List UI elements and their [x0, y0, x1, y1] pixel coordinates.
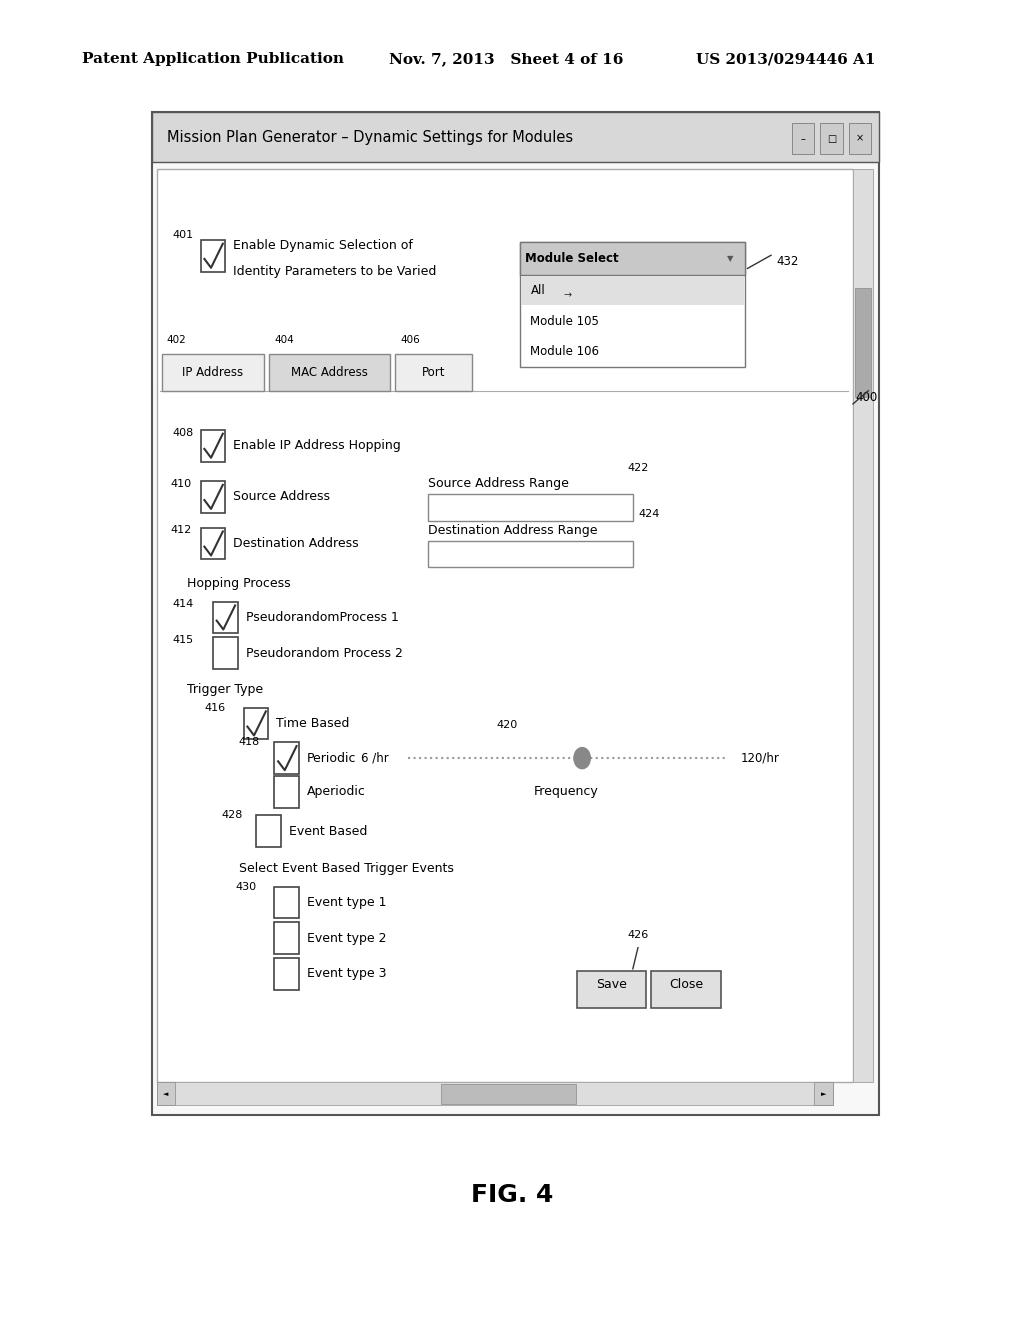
Text: ×: ×: [856, 133, 864, 144]
Text: Port: Port: [422, 366, 445, 379]
FancyBboxPatch shape: [152, 112, 879, 162]
FancyBboxPatch shape: [213, 638, 238, 669]
FancyBboxPatch shape: [849, 123, 871, 154]
FancyBboxPatch shape: [440, 1084, 575, 1104]
FancyBboxPatch shape: [244, 708, 268, 739]
Text: 402: 402: [167, 335, 186, 345]
FancyBboxPatch shape: [577, 972, 646, 1008]
Text: MAC Address: MAC Address: [291, 366, 369, 379]
Text: Save: Save: [596, 978, 627, 991]
Text: 6 /hr: 6 /hr: [361, 751, 389, 764]
Text: Module 106: Module 106: [530, 345, 599, 358]
FancyBboxPatch shape: [157, 1082, 175, 1105]
Text: Identity Parameters to be Varied: Identity Parameters to be Varied: [233, 265, 437, 279]
FancyBboxPatch shape: [520, 242, 745, 367]
Text: 404: 404: [274, 335, 294, 345]
FancyBboxPatch shape: [814, 1082, 833, 1105]
Text: 400: 400: [855, 391, 878, 404]
Text: Event type 2: Event type 2: [307, 932, 387, 945]
FancyBboxPatch shape: [201, 430, 225, 462]
Text: 418: 418: [239, 738, 260, 747]
Text: Periodic: Periodic: [307, 751, 356, 764]
Text: Hopping Process: Hopping Process: [187, 577, 291, 590]
Text: 406: 406: [400, 335, 420, 345]
Text: 415: 415: [172, 635, 194, 645]
Text: 120/hr: 120/hr: [740, 751, 779, 764]
FancyBboxPatch shape: [274, 742, 299, 774]
FancyBboxPatch shape: [855, 288, 871, 397]
FancyBboxPatch shape: [521, 276, 744, 305]
Text: 426: 426: [628, 929, 649, 940]
FancyBboxPatch shape: [269, 354, 390, 391]
FancyBboxPatch shape: [651, 972, 721, 1008]
Text: 420: 420: [497, 721, 518, 730]
Text: 432: 432: [776, 255, 799, 268]
FancyBboxPatch shape: [157, 169, 853, 1082]
Text: Pseudorandom Process 2: Pseudorandom Process 2: [246, 647, 402, 660]
Text: Frequency: Frequency: [534, 784, 599, 797]
FancyBboxPatch shape: [274, 887, 299, 919]
Text: Module 105: Module 105: [530, 314, 599, 327]
FancyBboxPatch shape: [428, 541, 633, 568]
Text: Aperiodic: Aperiodic: [307, 785, 366, 799]
Text: Event type 3: Event type 3: [307, 968, 387, 981]
FancyBboxPatch shape: [256, 816, 281, 847]
FancyBboxPatch shape: [395, 354, 472, 391]
Text: 424: 424: [638, 510, 659, 520]
Text: ▼: ▼: [727, 253, 733, 263]
Text: 416: 416: [205, 702, 226, 713]
FancyBboxPatch shape: [201, 240, 225, 272]
Text: US 2013/0294446 A1: US 2013/0294446 A1: [696, 53, 876, 66]
Text: All: All: [530, 284, 545, 297]
Circle shape: [573, 747, 590, 768]
Text: →: →: [563, 290, 571, 300]
Text: Destination Address Range: Destination Address Range: [428, 524, 598, 537]
Text: Destination Address: Destination Address: [233, 537, 359, 550]
Text: Source Address Range: Source Address Range: [428, 478, 569, 490]
FancyBboxPatch shape: [274, 923, 299, 954]
Text: Source Address: Source Address: [233, 491, 331, 503]
FancyBboxPatch shape: [428, 494, 633, 520]
FancyBboxPatch shape: [213, 602, 238, 634]
Text: Enable Dynamic Selection of: Enable Dynamic Selection of: [233, 239, 414, 252]
Text: 401: 401: [172, 230, 194, 240]
Text: Nov. 7, 2013   Sheet 4 of 16: Nov. 7, 2013 Sheet 4 of 16: [389, 53, 624, 66]
Text: 410: 410: [170, 479, 191, 488]
FancyBboxPatch shape: [201, 480, 225, 512]
Text: Event Based: Event Based: [289, 825, 368, 838]
Text: ►: ►: [820, 1090, 826, 1097]
Text: Mission Plan Generator – Dynamic Settings for Modules: Mission Plan Generator – Dynamic Setting…: [167, 129, 573, 145]
Text: IP Address: IP Address: [182, 366, 244, 379]
FancyBboxPatch shape: [820, 123, 843, 154]
Text: 430: 430: [236, 882, 257, 891]
FancyBboxPatch shape: [520, 242, 745, 275]
Text: 412: 412: [170, 525, 191, 536]
FancyBboxPatch shape: [157, 1082, 833, 1105]
FancyBboxPatch shape: [274, 958, 299, 990]
Text: –: –: [801, 133, 805, 144]
Text: Close: Close: [669, 978, 703, 991]
Text: PseudorandomProcess 1: PseudorandomProcess 1: [246, 611, 398, 624]
Text: Enable IP Address Hopping: Enable IP Address Hopping: [233, 440, 401, 453]
FancyBboxPatch shape: [152, 112, 879, 1115]
FancyBboxPatch shape: [274, 776, 299, 808]
Text: Event type 1: Event type 1: [307, 896, 387, 909]
Text: Select Event Based Trigger Events: Select Event Based Trigger Events: [239, 862, 454, 875]
Text: 408: 408: [172, 428, 194, 437]
Text: 428: 428: [221, 810, 243, 820]
Text: Trigger Type: Trigger Type: [187, 684, 263, 696]
Text: Module Select: Module Select: [525, 252, 618, 265]
FancyBboxPatch shape: [853, 169, 873, 1082]
Text: ◄: ◄: [163, 1090, 169, 1097]
Text: □: □: [826, 133, 837, 144]
Text: 422: 422: [628, 463, 649, 473]
FancyBboxPatch shape: [792, 123, 814, 154]
Text: FIG. 4: FIG. 4: [471, 1183, 553, 1206]
FancyBboxPatch shape: [162, 354, 264, 391]
Text: Time Based: Time Based: [276, 717, 350, 730]
Text: 414: 414: [172, 599, 194, 610]
FancyBboxPatch shape: [201, 528, 225, 560]
Text: Patent Application Publication: Patent Application Publication: [82, 53, 344, 66]
